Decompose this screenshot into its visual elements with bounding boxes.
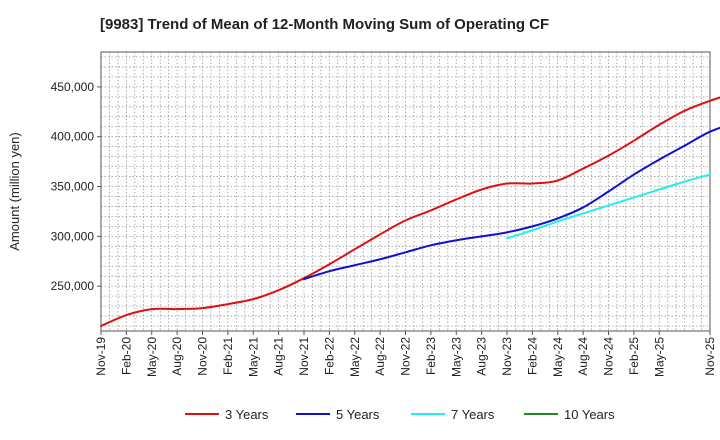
x-tick-label: May-23 [449,337,463,377]
chart-title: [9983] Trend of Mean of 12-Month Moving … [100,16,549,33]
x-tick-label: Nov-23 [500,337,514,376]
series-line-5-years [303,126,720,281]
x-tick-label: Aug-22 [373,337,387,376]
y-axis-label: Amount (million yen) [7,132,22,251]
series-line-3-years [100,96,720,328]
x-tick-label: Feb-23 [424,337,438,375]
grid [101,52,710,331]
x-tick-label: Nov-19 [94,337,108,376]
y-tick-label: 350,000 [51,180,95,194]
x-tick-label: Nov-22 [399,337,413,376]
x-tick-label: Nov-24 [602,337,616,376]
y-tick-label: 300,000 [51,229,95,243]
x-tick-label: May-25 [652,337,666,377]
x-tick-label: Feb-25 [627,337,641,375]
x-tick-label: Nov-21 [297,337,311,376]
x-tick-label: Nov-20 [196,337,210,376]
x-tick-label: Aug-21 [272,337,286,376]
legend-label-5-years: 5 Years [336,407,380,422]
x-axis: Nov-19 Feb-20 May-20 Aug-20 Nov-20 Feb-21 May-… [94,331,717,377]
x-tick-label: Feb-24 [525,337,539,375]
y-tick-label: 450,000 [51,80,95,94]
legend-label-7-years: 7 Years [451,407,495,422]
x-tick-label: May-22 [348,337,362,377]
legend-label-3-years: 3 Years [225,407,269,422]
x-tick-label: Feb-20 [119,337,133,375]
plot-area [100,51,711,332]
x-tick-label: Feb-21 [221,337,235,375]
x-tick-label: Aug-20 [170,337,184,376]
x-tick-label: May-24 [551,337,565,377]
x-tick-label: May-21 [246,337,260,377]
x-tick-label: Feb-22 [322,337,336,375]
x-tick-label: Aug-24 [576,337,590,376]
y-tick-label: 400,000 [51,130,95,144]
series-lines [100,96,720,328]
legend: 3 Years 5 Years 7 Years 10 Years [185,407,615,422]
y-tick-label: 250,000 [51,279,95,293]
y-axis: 250,000 300,000 350,000 400,000 450,000 [51,80,101,293]
x-tick-label: Aug-23 [475,337,489,376]
series-line-7-years [506,173,711,240]
legend-label-10-years: 10 Years [564,407,615,422]
x-tick-label: May-20 [145,337,159,377]
x-tick-label: Nov-25 [703,337,717,376]
